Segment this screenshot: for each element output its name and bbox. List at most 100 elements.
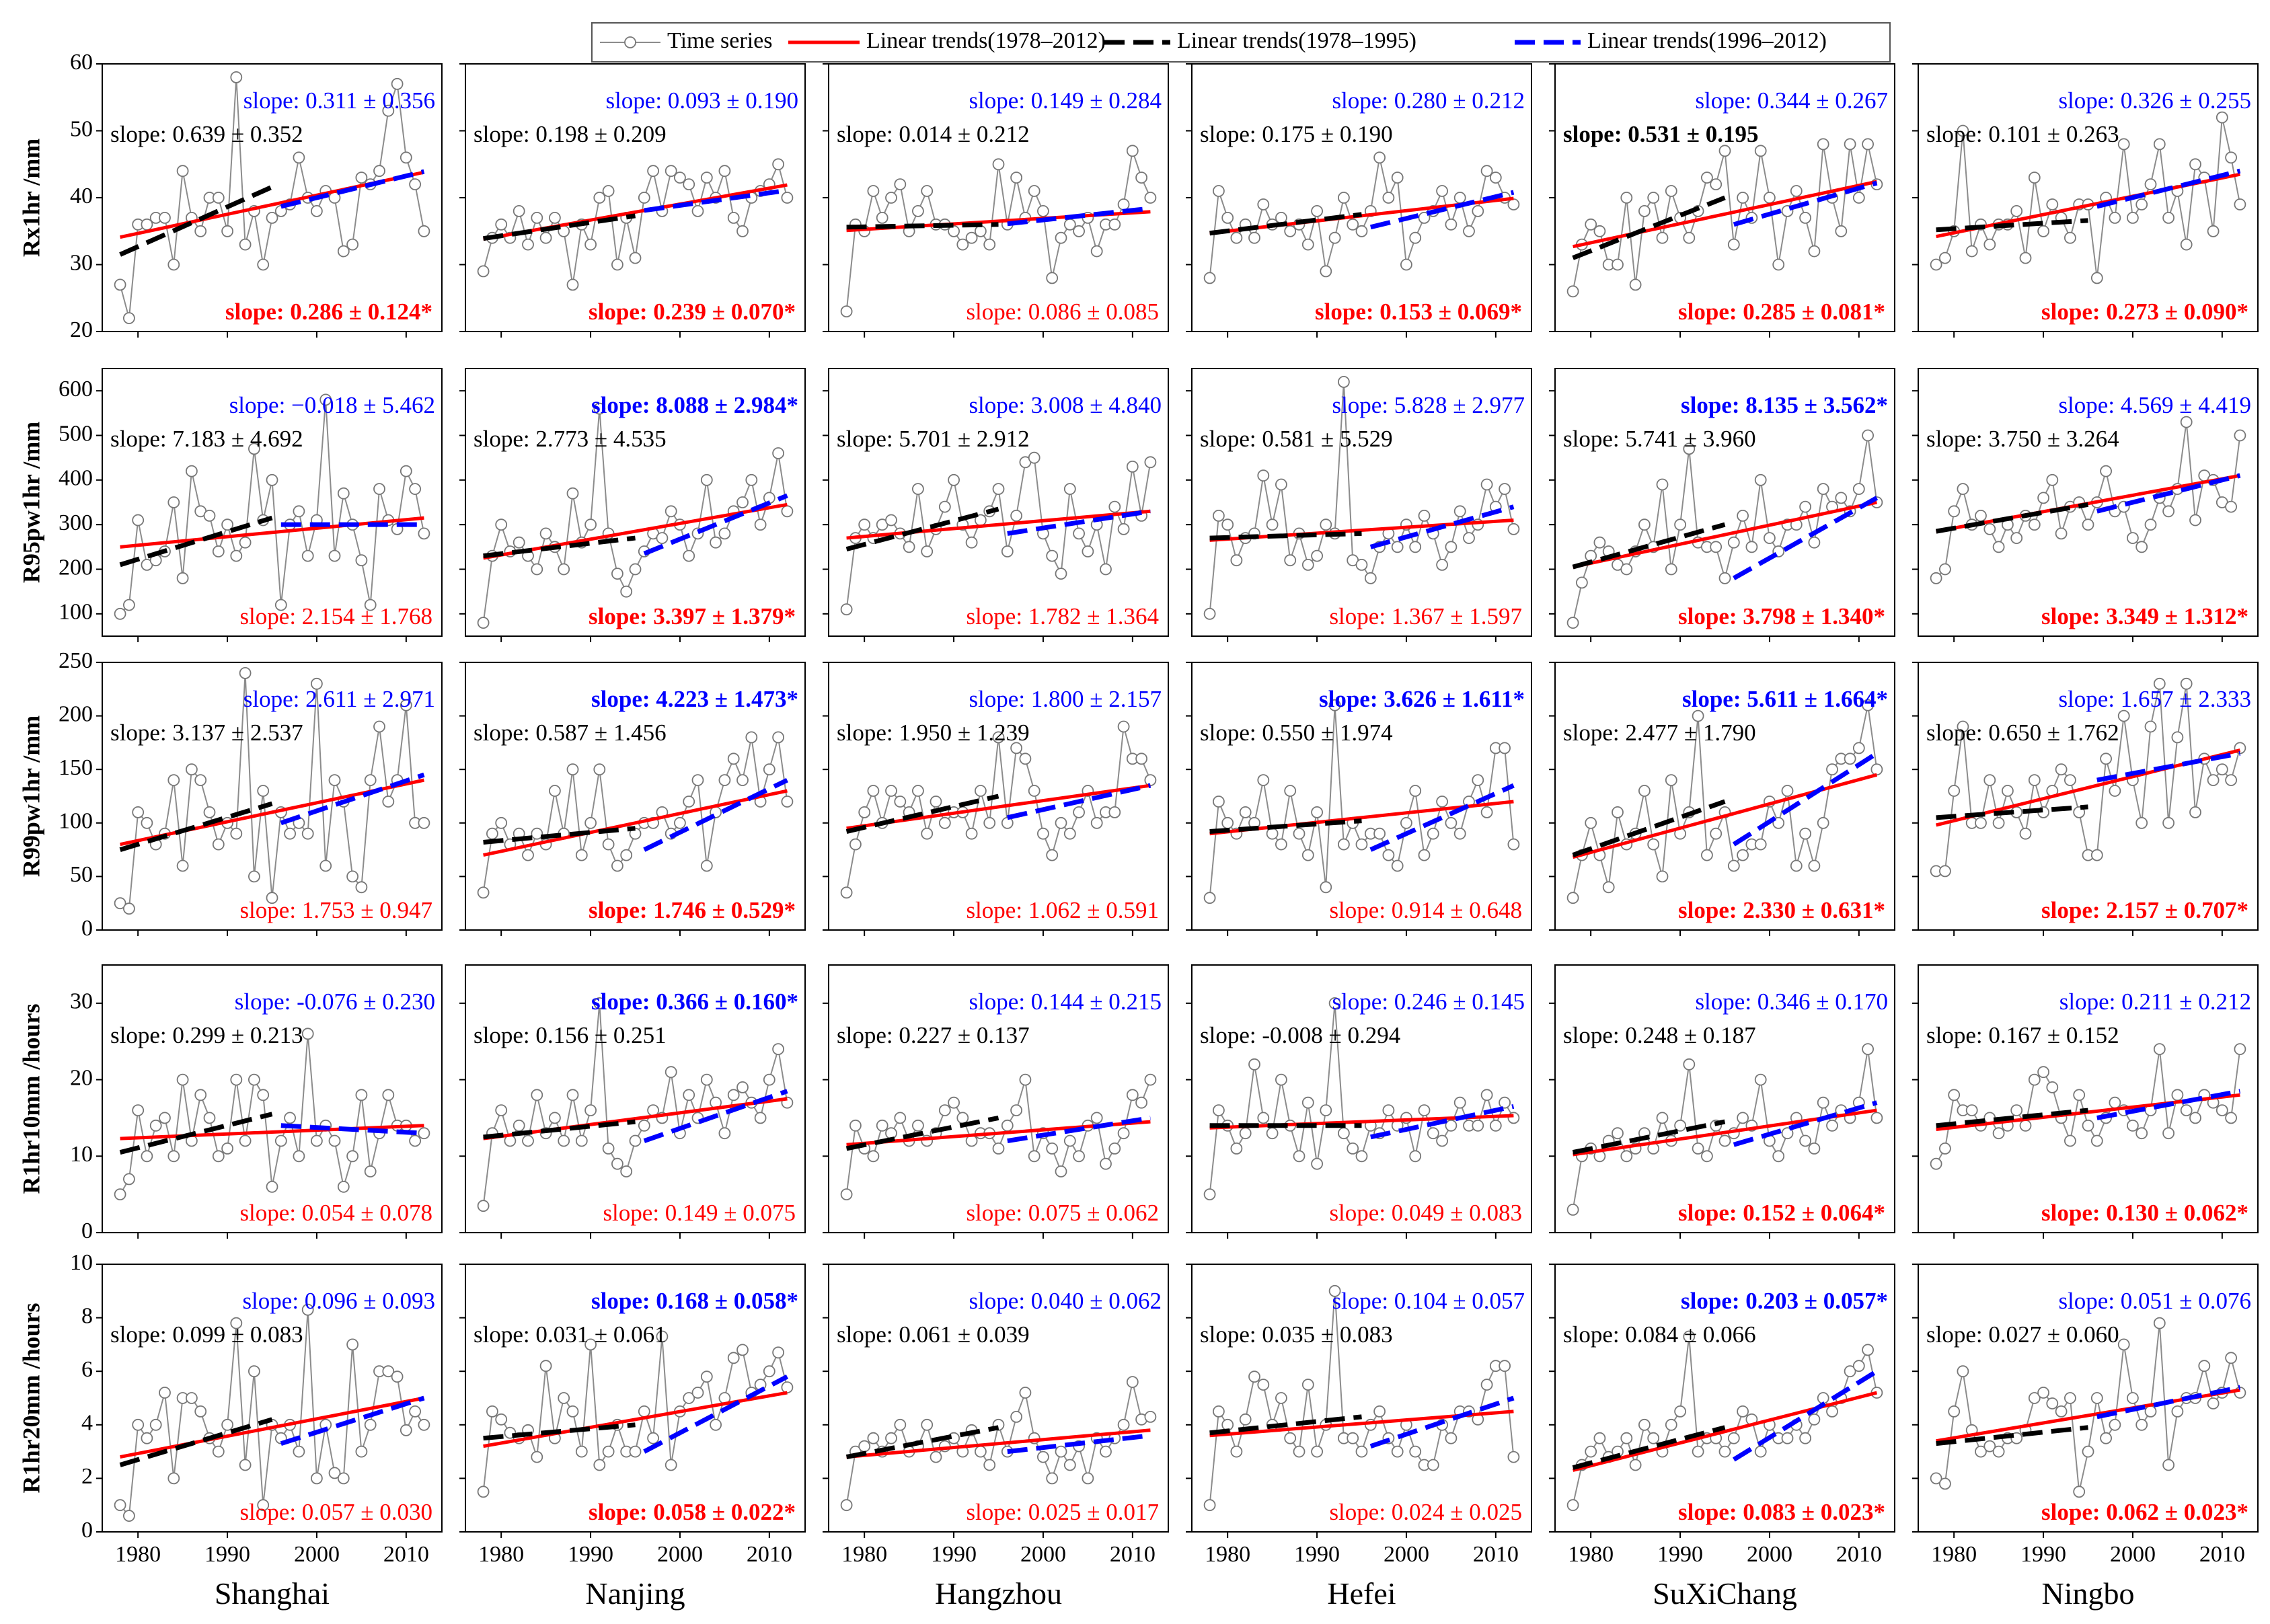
data-point	[159, 211, 171, 224]
slope-label-1978-1995: slope: 0.175 ± 0.190	[1200, 121, 1393, 147]
data-point	[938, 1104, 951, 1116]
data-point	[1585, 218, 1597, 231]
data-point	[1203, 607, 1216, 620]
panel-frame	[828, 368, 1169, 637]
slope-label-1978-1995: slope: 0.156 ± 0.251	[474, 1022, 667, 1048]
slope-label-1978-2012: slope: 0.049 ± 0.083	[1329, 1200, 1522, 1226]
trend-line-1978-1995	[1209, 212, 1362, 236]
data-point	[647, 1432, 659, 1444]
slope-label-1978-2012: slope: 0.914 ± 0.648	[1329, 897, 1522, 923]
data-point	[575, 1445, 588, 1458]
panel-frame	[102, 368, 443, 637]
data-point	[1862, 429, 1875, 442]
data-point	[638, 1405, 650, 1418]
trend-line-1978-1995	[1936, 804, 2088, 820]
panel-frame	[1191, 368, 1532, 637]
data-point	[2207, 774, 2220, 786]
data-point	[549, 1112, 561, 1124]
x-tick-label: 1980	[478, 1542, 524, 1567]
data-point	[1957, 720, 1969, 733]
data-point	[1593, 225, 1606, 237]
data-point	[700, 473, 713, 486]
slope-label-1978-2012: slope: 3.397 ± 1.379*	[589, 603, 796, 629]
data-point	[328, 1467, 341, 1479]
data-point	[1965, 1104, 1978, 1116]
data-point	[1507, 1451, 1520, 1463]
data-point	[584, 1104, 597, 1116]
data-point	[122, 1510, 135, 1522]
data-point	[1301, 1379, 1314, 1391]
data-point	[602, 1143, 615, 1155]
y-tick-label: 10	[70, 1250, 93, 1275]
data-point	[566, 278, 579, 291]
slope-label-1978-1995: slope: 0.650 ± 1.762	[1926, 720, 2119, 746]
data-point	[1001, 545, 1014, 557]
data-point	[1100, 563, 1112, 576]
data-point	[948, 1096, 960, 1109]
data-point	[975, 225, 987, 237]
y-tick-label: 8	[81, 1303, 93, 1328]
data-point	[558, 563, 570, 576]
panel-shanghai-row4: 0 10 20 30 slope: -0.076 ± 0.230 slope: 0.299…	[70, 964, 443, 1243]
data-point	[141, 816, 153, 829]
data-point	[1221, 518, 1234, 531]
data-point	[1835, 225, 1848, 237]
data-point	[2064, 1392, 2076, 1404]
data-point	[1826, 763, 1838, 776]
data-point	[1400, 258, 1412, 271]
panel-frame	[1918, 1264, 2259, 1533]
slope-label-1978-2012: slope: 1.062 ± 0.591	[966, 897, 1159, 923]
slope-label-1978-1995: slope: 0.198 ± 0.209	[474, 121, 667, 147]
data-point	[1665, 563, 1677, 576]
data-point	[1992, 1445, 2005, 1458]
time-series-line	[482, 737, 788, 893]
data-point	[1001, 816, 1014, 829]
trend-line-1996-2012	[2096, 168, 2241, 209]
data-point	[185, 465, 198, 477]
data-point	[700, 171, 713, 184]
slope-label-1978-2012: slope: 0.083 ± 0.023*	[1678, 1499, 1885, 1525]
trend-line-1978-2012	[846, 509, 1151, 540]
data-point	[1472, 774, 1484, 786]
data-point	[1063, 827, 1076, 840]
trend-line-1978-1995	[1209, 1414, 1362, 1436]
trend-line-1978-1995	[483, 1422, 636, 1441]
data-point	[539, 231, 552, 244]
data-point	[2162, 211, 2175, 224]
data-point	[355, 881, 368, 894]
data-point	[1772, 258, 1785, 271]
data-point	[1213, 1104, 1225, 1116]
data-point	[1301, 849, 1314, 861]
data-point	[2162, 1459, 2175, 1471]
data-point	[1301, 238, 1314, 251]
trend-line-1978-1995	[119, 1417, 273, 1467]
data-point	[1046, 1472, 1059, 1485]
trend-line-1996-2012	[1369, 1395, 1515, 1448]
slope-label-1978-2012: slope: 0.024 ± 0.025	[1329, 1499, 1522, 1525]
data-point	[772, 1043, 784, 1055]
data-point	[1930, 1472, 1942, 1485]
data-point	[885, 192, 897, 204]
data-point	[1221, 1418, 1234, 1431]
data-point	[1862, 1344, 1875, 1356]
slope-label-1978-1995: slope: 0.531 ± 0.195	[1563, 121, 1758, 147]
data-point	[1870, 763, 1883, 776]
data-point	[310, 1134, 323, 1147]
data-point	[975, 1445, 987, 1458]
data-point	[122, 312, 135, 325]
panel-frame	[1918, 368, 2259, 637]
slope-label-1978-1995: slope: 0.550 ± 1.974	[1200, 720, 1393, 746]
data-point	[1472, 1119, 1484, 1132]
data-point	[1010, 742, 1022, 755]
data-point	[1028, 451, 1041, 464]
time-series-line	[1572, 435, 1878, 623]
data-point	[230, 71, 243, 83]
data-point	[930, 1451, 942, 1463]
slope-label-1978-2012: slope: 0.286 ± 0.124*	[225, 299, 432, 325]
data-point	[1489, 1119, 1502, 1132]
slope-label-1996-2012: slope: 0.326 ± 0.255	[2058, 87, 2251, 114]
data-point	[2028, 518, 2041, 531]
data-point	[2162, 505, 2175, 518]
data-point	[319, 393, 332, 406]
trend-line-1996-2012	[1007, 783, 1151, 820]
